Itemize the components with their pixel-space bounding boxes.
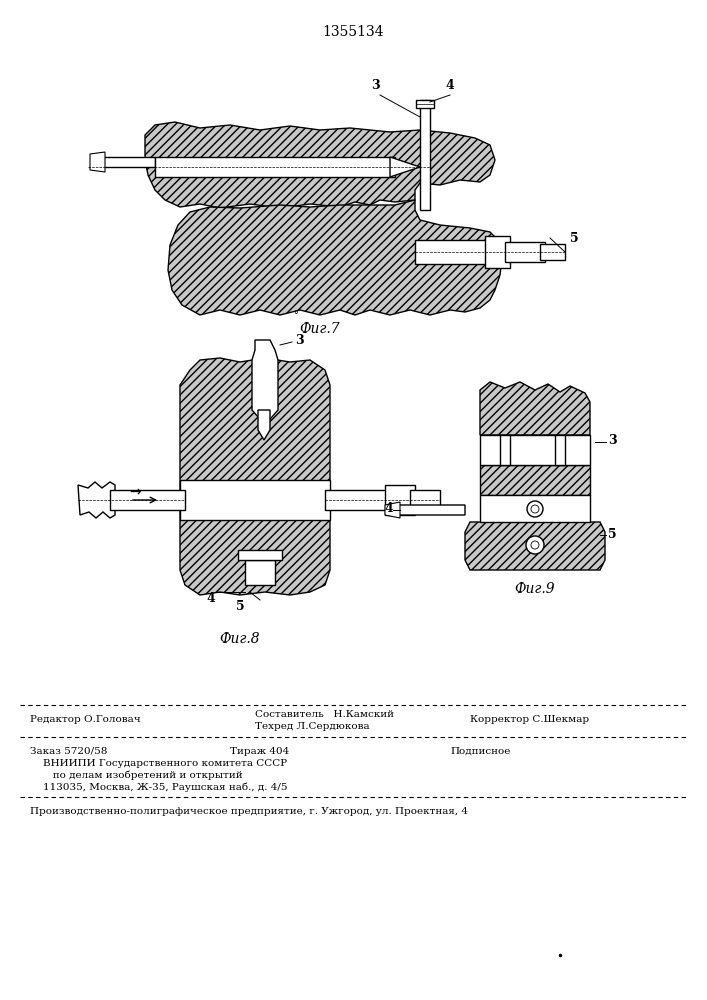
Polygon shape [415,240,490,264]
Polygon shape [465,522,605,570]
Polygon shape [540,244,565,260]
Polygon shape [180,358,330,595]
Text: 4: 4 [206,592,215,605]
Polygon shape [155,157,395,177]
Polygon shape [416,100,434,108]
Polygon shape [145,122,495,208]
Circle shape [531,541,539,549]
Text: Редактор О.Головач: Редактор О.Головач [30,715,141,724]
Text: 1355134: 1355134 [322,25,384,39]
Text: 4: 4 [445,79,455,92]
Text: ВНИИПИ Государственного комитета СССР: ВНИИПИ Государственного комитета СССР [30,759,287,768]
Text: Заказ 5720/58: Заказ 5720/58 [30,747,107,756]
Circle shape [526,536,544,554]
Polygon shape [420,100,430,210]
Text: 113035, Москва, Ж-35, Раушская наб., д. 4/5: 113035, Москва, Ж-35, Раушская наб., д. … [30,783,288,792]
Text: 5: 5 [608,528,617,542]
Text: 3: 3 [608,434,617,446]
Text: Техред Л.Сердюкова: Техред Л.Сердюкова [255,722,370,731]
Polygon shape [245,560,275,585]
Text: →: → [129,485,141,499]
Text: Корректор С.Шекмар: Корректор С.Шекмар [470,715,589,724]
Polygon shape [90,152,105,172]
Polygon shape [168,200,502,315]
Circle shape [531,505,539,513]
Text: Составитель   Н.Камский: Составитель Н.Камский [255,710,394,719]
Polygon shape [480,495,590,522]
Text: Фиг.7: Фиг.7 [300,322,340,336]
Text: 5: 5 [570,232,578,244]
Text: 5: 5 [235,600,245,613]
Polygon shape [78,482,115,518]
Polygon shape [390,157,420,177]
Polygon shape [385,485,415,515]
Polygon shape [480,435,590,465]
Text: 3: 3 [295,334,303,347]
Polygon shape [485,236,510,268]
Polygon shape [238,550,282,560]
Text: Производственно-полиграфическое предприятие, г. Ужгород, ул. Проектная, 4: Производственно-полиграфическое предприя… [30,807,468,816]
Polygon shape [395,505,465,515]
Polygon shape [258,410,270,440]
Text: Тираж 404: Тираж 404 [230,747,289,756]
Text: 3: 3 [370,79,380,92]
Polygon shape [385,502,400,518]
Text: °: ° [293,310,298,320]
Polygon shape [480,382,590,435]
Polygon shape [505,242,545,262]
Polygon shape [100,157,155,167]
Polygon shape [410,490,440,510]
Polygon shape [180,480,330,520]
Text: Фиг.8: Фиг.8 [220,632,260,646]
Polygon shape [500,435,510,465]
Polygon shape [325,490,390,510]
Text: Фиг.9: Фиг.9 [515,582,555,596]
Polygon shape [110,490,185,510]
Polygon shape [480,465,590,495]
Circle shape [527,501,543,517]
Text: по делам изобретений и открытий: по делам изобретений и открытий [30,771,243,780]
Text: Подписное: Подписное [450,747,510,756]
Polygon shape [252,340,278,425]
Text: 4: 4 [384,502,393,514]
Polygon shape [555,435,565,465]
